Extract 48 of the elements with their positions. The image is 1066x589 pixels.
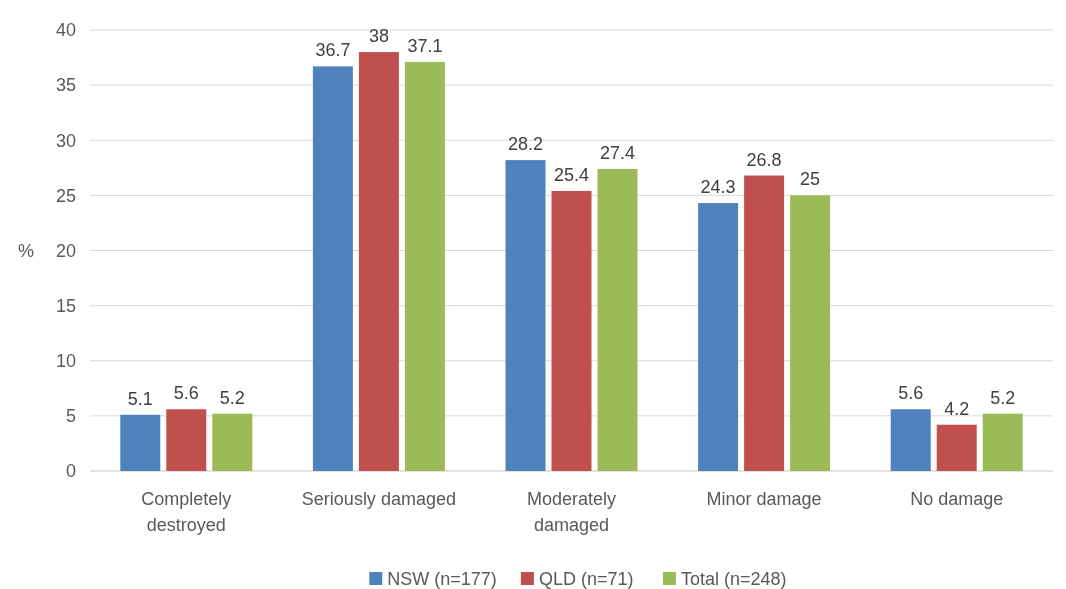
data-label: 25 — [800, 169, 821, 190]
x-tick-label: Moderately damaged — [526, 489, 617, 535]
data-label: 5.6 — [898, 383, 924, 404]
data-label: 27.4 — [599, 142, 636, 163]
x-tick-label: Completely destroyed — [141, 489, 232, 535]
y-tick-label: 15 — [55, 295, 76, 316]
bar — [698, 203, 739, 471]
y-tick-label: 0 — [65, 461, 76, 482]
bar — [312, 66, 353, 471]
legend-label: Total (n=248) — [680, 569, 787, 589]
y-tick-label: 25 — [55, 185, 76, 206]
y-tick-label: 5 — [65, 406, 76, 427]
data-label: 38 — [368, 26, 389, 47]
data-label: 25.4 — [553, 164, 590, 185]
bar — [404, 61, 445, 471]
legend-label: NSW (n=177) — [387, 569, 497, 589]
y-tick-label: 40 — [55, 20, 76, 41]
bar — [551, 190, 592, 471]
bar — [358, 52, 399, 471]
y-tick-label: 30 — [55, 130, 76, 151]
x-tick-label: Seriously damaged — [301, 489, 456, 509]
data-label: 4.2 — [944, 398, 970, 419]
bar — [120, 414, 161, 471]
data-label: 26.8 — [746, 149, 782, 170]
bar — [744, 175, 785, 471]
bar — [166, 409, 207, 471]
y-tick-label: 35 — [55, 75, 76, 96]
data-label: 28.2 — [507, 134, 544, 155]
data-label: 37.1 — [407, 35, 443, 56]
bar — [212, 413, 253, 471]
y-axis-title: % — [17, 240, 35, 261]
bar — [597, 168, 638, 471]
x-tick-label: Minor damage — [706, 489, 822, 509]
data-label: 24.3 — [700, 177, 736, 198]
bar — [982, 413, 1023, 471]
bar — [790, 195, 831, 471]
data-label: 5.1 — [127, 388, 153, 409]
data-label: 36.7 — [315, 40, 351, 61]
y-tick-label: 10 — [55, 351, 76, 372]
data-label: 5.2 — [990, 387, 1016, 408]
bar — [936, 424, 977, 471]
x-tick-label: No damage — [910, 489, 1004, 509]
y-tick-label: 20 — [55, 240, 76, 261]
data-label: 5.6 — [173, 383, 199, 404]
bar — [505, 160, 546, 471]
bar — [890, 409, 931, 471]
data-label: 5.2 — [219, 387, 245, 408]
legend-label: QLD (n=71) — [538, 569, 634, 589]
